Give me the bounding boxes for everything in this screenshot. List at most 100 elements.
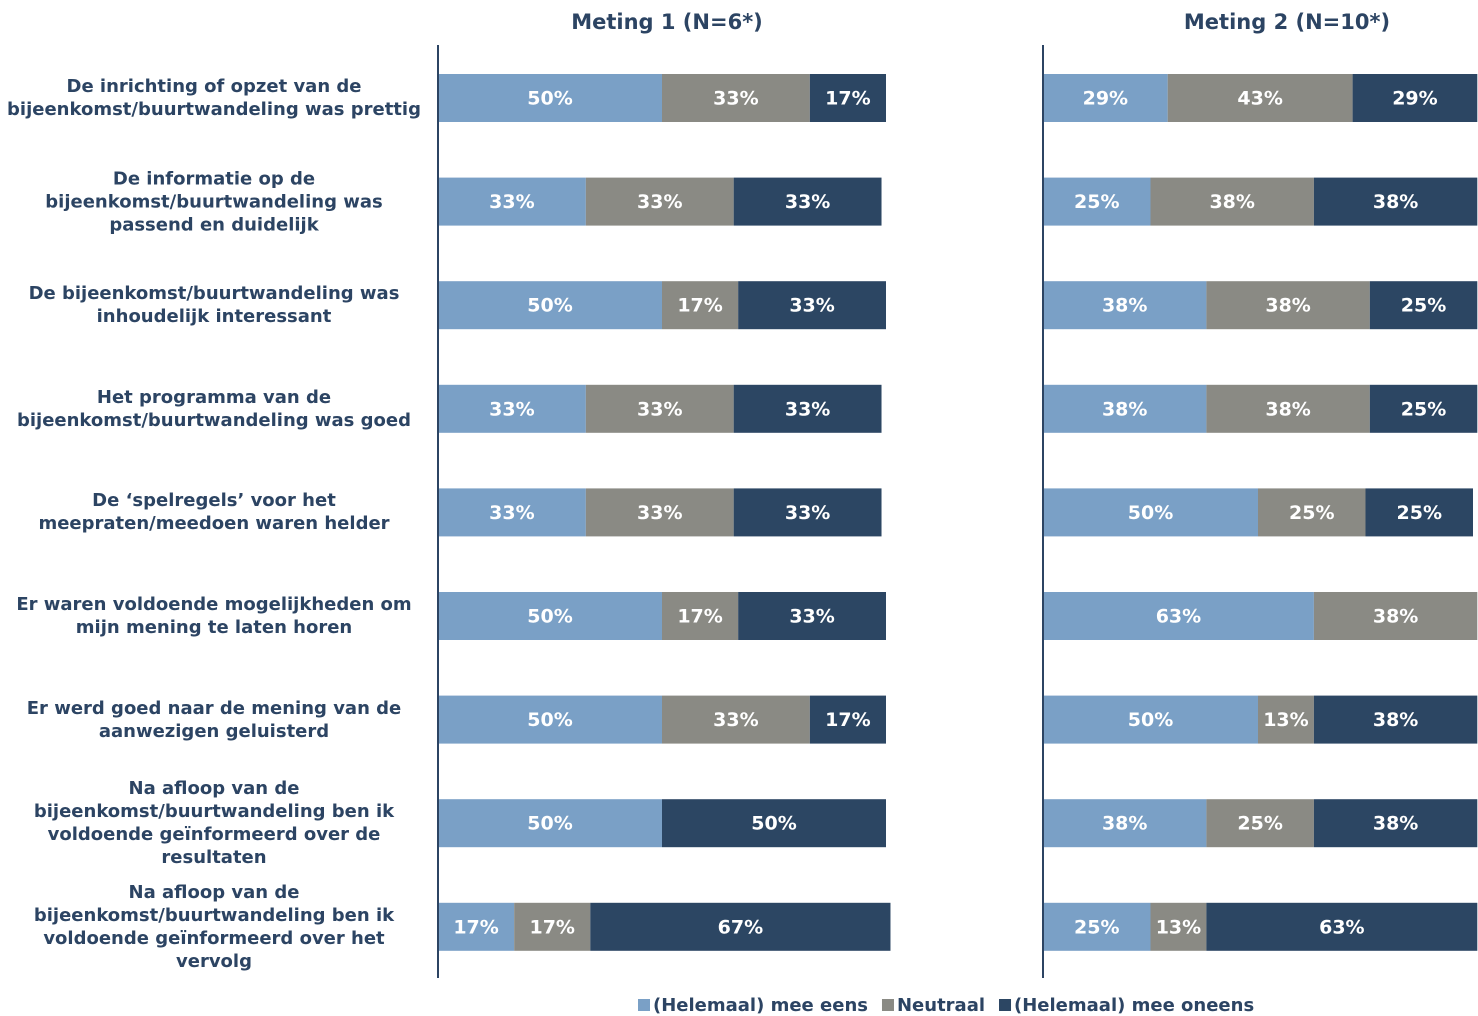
bar-segment	[585, 488, 734, 537]
legend-label: (Helemaal) mee oneens	[1014, 995, 1254, 1016]
bar-segment	[1043, 177, 1151, 226]
bar-segment	[514, 902, 591, 951]
bar-segment	[1258, 488, 1366, 537]
category-label: De ‘spelregels’ voor het meepraten/meedo…	[38, 490, 390, 535]
data-label: 33%	[713, 709, 758, 731]
bar-segment	[438, 902, 515, 951]
bar-segment	[1352, 74, 1478, 122]
bar-segment	[738, 281, 886, 330]
data-label: 17%	[825, 88, 870, 110]
data-label: 29%	[1392, 88, 1437, 110]
bar-segment	[438, 695, 662, 744]
data-label: 38%	[1373, 813, 1418, 835]
data-label: 25%	[1401, 398, 1446, 420]
bar-segment	[1043, 592, 1314, 640]
data-label: 38%	[1265, 398, 1310, 420]
bar-segment	[1206, 281, 1370, 330]
data-label: 50%	[1128, 709, 1173, 731]
data-label: 38%	[1102, 398, 1147, 420]
data-label: 33%	[489, 398, 534, 420]
bar-segment	[733, 384, 882, 433]
data-label: 17%	[825, 709, 870, 731]
bar-segment	[438, 799, 662, 848]
data-label: 29%	[1083, 88, 1128, 110]
data-label: 50%	[751, 813, 796, 835]
data-label: 33%	[713, 88, 758, 110]
bar-segment	[1043, 281, 1207, 330]
data-label: 25%	[1074, 191, 1119, 213]
category-label: De informatie op de bijeenkomst/buurtwan…	[45, 168, 383, 236]
bar-segment	[733, 488, 882, 537]
category-label: Er werd goed naar de mening van de aanwe…	[26, 697, 402, 742]
bar-segment	[590, 902, 891, 951]
bar-segment	[1313, 177, 1478, 226]
data-label: 50%	[527, 295, 572, 317]
legend-swatch	[999, 999, 1012, 1011]
bar-segment	[438, 488, 586, 537]
data-label: 25%	[1074, 916, 1119, 938]
data-label: 33%	[785, 502, 830, 524]
data-label: 50%	[527, 88, 572, 110]
legend-swatch	[881, 999, 894, 1011]
legend-label: (Helemaal) mee eens	[653, 995, 868, 1016]
bar-segment	[1043, 74, 1168, 122]
bar-segment	[1365, 488, 1473, 537]
bar-segment	[1313, 799, 1478, 848]
bar-segment	[662, 695, 810, 744]
data-label: 38%	[1209, 191, 1254, 213]
bar-segment	[1150, 177, 1314, 226]
data-label: 13%	[1263, 709, 1308, 731]
bar-segment	[1043, 799, 1207, 848]
bar-segment	[438, 281, 662, 330]
data-label: 17%	[453, 916, 498, 938]
data-label: 63%	[1319, 916, 1364, 938]
data-label: 25%	[1401, 295, 1446, 317]
bar-segment	[809, 74, 886, 122]
bar-segment	[1043, 384, 1207, 433]
bar-segment	[662, 799, 886, 848]
data-label: 33%	[637, 191, 682, 213]
bar-segment	[585, 384, 734, 433]
panel-title: Meting 2 (N=10*)	[1184, 10, 1390, 34]
bar-segment	[438, 177, 586, 226]
data-label: 38%	[1102, 295, 1147, 317]
bar-segment	[438, 384, 586, 433]
data-label: 33%	[785, 398, 830, 420]
bar-segment	[1206, 799, 1314, 848]
data-label: 67%	[718, 916, 763, 938]
data-label: 38%	[1373, 606, 1418, 628]
bar-segment	[1167, 74, 1353, 122]
legend-label: Neutraal	[897, 995, 985, 1016]
data-label: 50%	[527, 813, 572, 835]
data-label: 50%	[527, 709, 572, 731]
category-label: Na afloop van de bijeenkomst/buurtwandel…	[33, 778, 395, 869]
bar-segment	[438, 74, 662, 122]
category-label: Er waren voldoende mogelijkheden om mijn…	[16, 594, 412, 638]
data-label: 17%	[677, 295, 722, 317]
data-label: 33%	[785, 191, 830, 213]
data-label: 33%	[637, 502, 682, 524]
data-label: 33%	[489, 502, 534, 524]
data-label: 25%	[1397, 502, 1442, 524]
bar-segment	[1369, 281, 1478, 330]
data-label: 50%	[527, 606, 572, 628]
bar-segment	[1206, 384, 1370, 433]
bar-segment	[438, 592, 662, 640]
data-label: 38%	[1373, 191, 1418, 213]
bar-segment	[1313, 695, 1478, 744]
data-label: 25%	[1289, 502, 1334, 524]
data-label: 17%	[529, 916, 574, 938]
data-label: 33%	[637, 398, 682, 420]
bar-segment	[662, 74, 810, 122]
data-label: 38%	[1373, 709, 1418, 731]
panel-title: Meting 1 (N=6*)	[571, 10, 763, 34]
bar-segment	[738, 592, 886, 640]
category-label: Het programma van de bijeenkomst/buurtwa…	[16, 386, 412, 431]
bar-segment	[1043, 488, 1258, 537]
category-label: Na afloop van de bijeenkomst/buurtwandel…	[33, 881, 395, 972]
data-label: 33%	[489, 191, 534, 213]
bar-segment	[662, 281, 739, 330]
data-label: 38%	[1265, 295, 1310, 317]
